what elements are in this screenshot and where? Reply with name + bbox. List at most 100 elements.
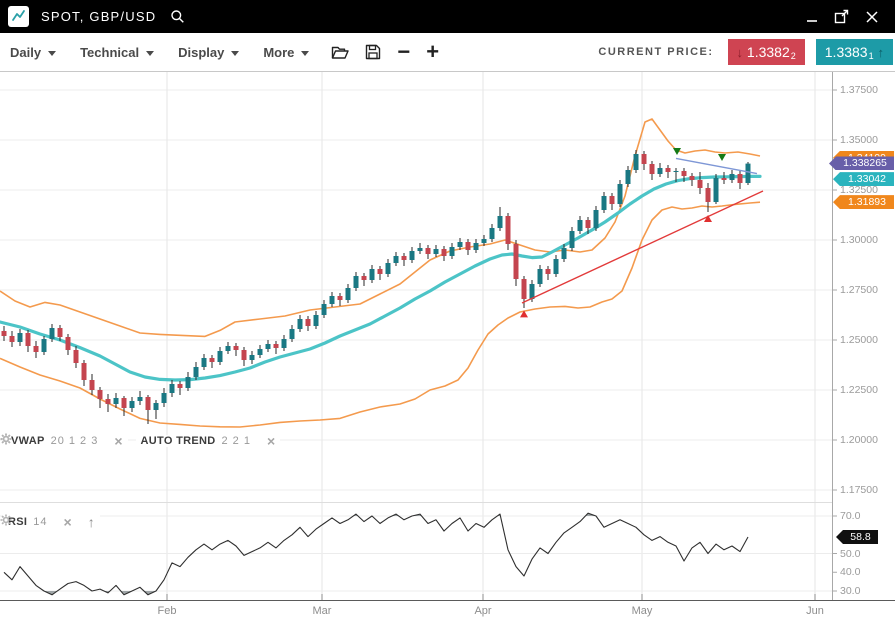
candle-body: [81, 363, 87, 380]
current-price-label: CURRENT PRICE:: [598, 46, 714, 58]
menu-daily[interactable]: Daily: [10, 45, 57, 60]
chevron-down-icon: [48, 50, 57, 56]
autotrend-resistance-line: [675, 157, 758, 175]
open-layout-icon[interactable]: [331, 45, 350, 60]
down-arrow-icon: ↓: [736, 44, 744, 60]
candle-body: [409, 251, 415, 260]
autotrend-support-line: [521, 190, 764, 304]
rsi-name: RSI: [8, 516, 28, 528]
rsi-label-row: RSI 14 × ↑: [0, 514, 100, 530]
sell-signal-marker: [673, 148, 681, 155]
candle-body: [273, 344, 279, 348]
candle-body: [625, 170, 631, 184]
candle-body: [441, 249, 447, 256]
candle-body: [545, 269, 551, 274]
autotrend-params: 2 2 1: [221, 435, 251, 447]
title-bar: SPOT, GBP/USD: [0, 0, 895, 33]
candle-body: [217, 351, 223, 362]
candle-body: [361, 276, 367, 280]
rsi-axis-label: 30.0: [840, 585, 861, 597]
candle-body: [561, 248, 567, 259]
candle-body: [465, 242, 471, 250]
close-icon[interactable]: ×: [114, 433, 123, 449]
vwap-line: [0, 174, 762, 382]
menu-more[interactable]: More: [263, 45, 310, 60]
vwap-indicator-label: VWAP 20 1 2 3 ×: [0, 433, 128, 449]
ask-price-value: 1.3383: [824, 44, 868, 60]
chevron-down-icon: [301, 50, 310, 56]
zoom-out-icon[interactable]: −: [397, 39, 411, 64]
candle-body: [265, 344, 271, 349]
price-level-badge: 1.338265: [829, 156, 894, 171]
price-axis-label: 1.22500: [840, 384, 878, 396]
zoom-in-icon[interactable]: +: [426, 39, 440, 64]
rsi-extreme-shade: [44, 591, 58, 595]
candle-body: [489, 228, 495, 239]
candle-body: [569, 231, 575, 248]
candle-body: [193, 367, 199, 377]
price-axis-label: 1.30000: [840, 234, 878, 246]
save-icon[interactable]: [365, 44, 381, 60]
rsi-line: [3, 512, 749, 596]
candle-body: [585, 220, 591, 228]
chevron-down-icon: [146, 50, 155, 56]
bid-pip-digit: 2: [790, 51, 796, 61]
candle-body: [641, 154, 647, 164]
candle-body: [305, 319, 311, 326]
rsi-axis-label: 50.0: [840, 547, 861, 560]
menu-display[interactable]: Display: [178, 45, 240, 60]
candle-body: [209, 358, 215, 362]
candle-body: [25, 333, 31, 346]
rsi-axis-label: 40.0: [840, 566, 861, 579]
candle-body: [401, 256, 407, 260]
minimize-button[interactable]: [806, 11, 818, 23]
chart-canvas[interactable]: [0, 72, 895, 623]
buy-signal-marker: [704, 215, 712, 222]
autotrend-indicator-label: AUTO TREND 2 2 1 ×: [0, 433, 281, 449]
buy-signal-marker: [520, 310, 528, 318]
chart-area: 1.37500 1.35000 1.32500 1.30000 1.27500 1.250…: [0, 72, 895, 623]
candle-body: [337, 296, 343, 300]
month-axis-label: Apr: [474, 605, 492, 617]
candle-body: [1, 331, 7, 336]
candle-body: [89, 380, 95, 390]
candle-body: [97, 390, 103, 399]
price-level-badge: 1.33042: [833, 172, 894, 187]
up-arrow-icon: ↑: [877, 44, 885, 60]
candle-body: [425, 248, 431, 254]
candle-body: [481, 239, 487, 243]
candle-body: [553, 259, 559, 274]
ask-price-button[interactable]: 1.3383 1 ↑: [815, 39, 893, 65]
candle-body: [185, 377, 191, 388]
close-icon[interactable]: ×: [63, 514, 72, 530]
candle-body: [417, 248, 423, 251]
candle-body: [473, 243, 479, 250]
candle-body: [321, 304, 327, 315]
collapse-pane-icon[interactable]: ↑: [87, 514, 95, 530]
sell-signal-marker: [718, 154, 726, 161]
menu-technical[interactable]: Technical: [80, 45, 155, 60]
candle-body: [145, 397, 151, 410]
candle-body: [385, 263, 391, 274]
bid-price-button[interactable]: ↓ 1.3382 2: [727, 39, 805, 65]
candle-body: [505, 216, 511, 244]
price-axis-label: 1.17500: [840, 484, 878, 496]
candle-body: [9, 336, 15, 342]
rsi-axis-label: 70.0: [840, 510, 861, 522]
bid-price-value: 1.3382: [746, 44, 790, 60]
candle-body: [577, 220, 583, 231]
candle-body: [609, 196, 615, 204]
search-icon[interactable]: [170, 9, 185, 24]
candle-body: [113, 398, 119, 404]
candle-body: [329, 296, 335, 304]
candle-body: [225, 346, 231, 351]
app-logo-icon: [8, 6, 29, 27]
popout-window-button[interactable]: [834, 9, 849, 24]
candle-body: [201, 358, 207, 367]
close-icon[interactable]: [865, 10, 879, 24]
candle-body: [105, 399, 111, 404]
candle-body: [353, 276, 359, 288]
chevron-down-icon: [231, 50, 240, 56]
candle-body: [73, 350, 79, 363]
close-icon[interactable]: ×: [266, 433, 276, 449]
